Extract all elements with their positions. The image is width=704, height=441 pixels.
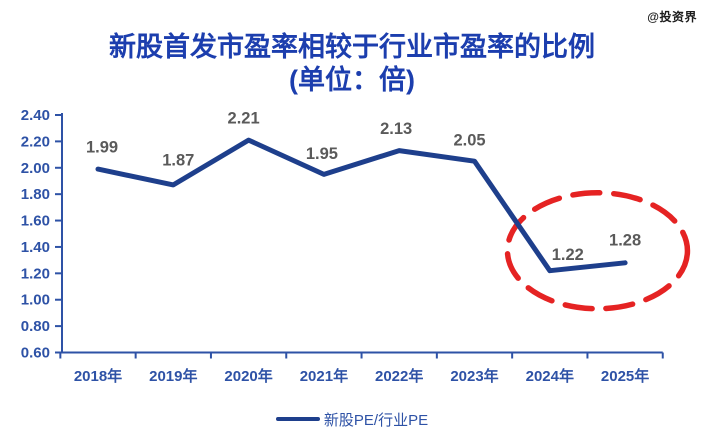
y-tick-label: 0.60 [21, 345, 50, 362]
y-tick-label: 2.40 [21, 107, 50, 124]
chart-title: 新股首发市盈率相较于行业市盈率的比例 (单位：倍) [0, 31, 704, 97]
y-tick-label: 0.80 [21, 318, 50, 335]
y-tick-label: 1.80 [21, 186, 50, 203]
x-tick-label: 2020年 [224, 367, 272, 385]
x-tick-label: 2022年 [375, 367, 423, 385]
data-point-label: 1.22 [552, 246, 584, 264]
x-tick-label: 2018年 [74, 367, 122, 385]
y-tick-label: 2.00 [21, 160, 50, 177]
data-point-label: 2.13 [380, 120, 412, 138]
data-point-label: 1.95 [306, 145, 338, 163]
y-tick-label: 1.20 [21, 265, 50, 282]
y-tick-label: 1.00 [21, 292, 50, 309]
y-tick-label: 1.40 [21, 239, 50, 256]
data-point-label: 1.99 [86, 139, 118, 157]
series-line [95, 137, 628, 274]
x-tick-label: 2019年 [149, 367, 197, 385]
y-tick-label: 2.20 [21, 133, 50, 150]
x-tick-label: 2023年 [450, 367, 498, 385]
x-tick-label: 2021年 [300, 367, 348, 385]
data-point-label: 1.28 [609, 231, 641, 249]
highlight-ellipse [504, 189, 691, 312]
y-tick-label: 1.60 [21, 213, 50, 230]
chart-legend: 新股PE/行业PE [0, 406, 704, 432]
legend-series-label: 新股PE/行业PE [323, 411, 429, 429]
chart-title-line2: (单位：倍) [289, 65, 415, 95]
x-tick-label: 2024年 [526, 367, 574, 385]
chart-title-line1: 新股首发市盈率相较于行业市盈率的比例 [109, 32, 595, 62]
watermark-text: @投资界 [647, 10, 697, 24]
data-point-label: 1.87 [162, 151, 194, 169]
data-point-label: 2.21 [228, 110, 260, 128]
legend-line-swatch [275, 417, 320, 421]
data-point-label: 2.05 [453, 132, 485, 150]
x-tick-label: 2025年 [601, 367, 649, 385]
